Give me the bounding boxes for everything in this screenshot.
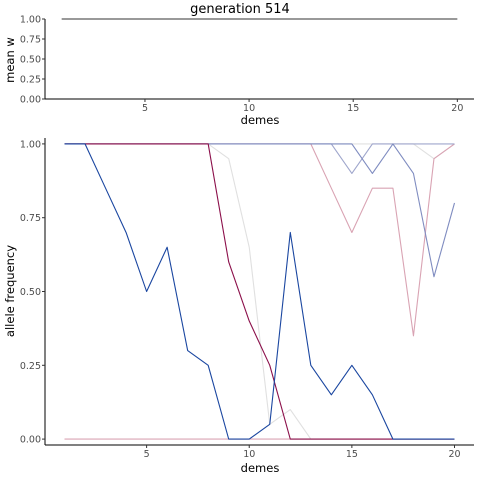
- bottom-series-line-3: [64, 143, 455, 337]
- top-y-tick-label: 0.75: [20, 35, 41, 46]
- top-x-tick-label: 20: [451, 103, 463, 114]
- bottom-y-tick-label: 0.50: [20, 287, 41, 298]
- top-x-tick-label: 10: [243, 103, 255, 114]
- bottom-x-tick-label: 5: [144, 449, 150, 460]
- bottom-x-tick-label: 20: [448, 449, 460, 460]
- bottom-y-tick-label: 1.00: [20, 139, 41, 150]
- allele-frequency-panel: 5 10 15 20 0.00 0.25 0.50 0.75 1.00: [20, 138, 474, 460]
- bottom-y-axis-title: allele frequency: [3, 245, 17, 337]
- bottom-series-line-8: [64, 143, 455, 440]
- bottom-series-line-2: [64, 143, 455, 160]
- bottom-x-tick-label: 15: [346, 449, 358, 460]
- bottom-series-line-7: [64, 143, 455, 440]
- top-y-tick-label: 1.00: [20, 15, 41, 26]
- bottom-series-line-1: [64, 143, 455, 440]
- top-x-tick-label: 5: [142, 103, 148, 114]
- top-y-tick-label: 0.25: [20, 75, 41, 86]
- bottom-y-tick-label: 0.75: [20, 213, 41, 224]
- top-x-tick-label: 15: [347, 103, 359, 114]
- top-y-tick-label: 0.50: [20, 55, 41, 66]
- top-y-tick-label: 0.00: [20, 95, 41, 106]
- top-x-axis-title: demes: [241, 113, 280, 127]
- top-y-axis-title: mean w: [3, 37, 17, 83]
- chart-title: generation 514: [190, 2, 290, 17]
- bottom-y-tick-label: 0.00: [20, 435, 41, 446]
- bottom-x-tick-label: 10: [243, 449, 255, 460]
- bottom-y-tick-label: 0.25: [20, 361, 41, 372]
- bottom-x-axis-title: demes: [241, 461, 280, 475]
- mean-fitness-panel: 5 10 15 20 0.00 0.25 0.50 0.75 1.00: [20, 15, 474, 114]
